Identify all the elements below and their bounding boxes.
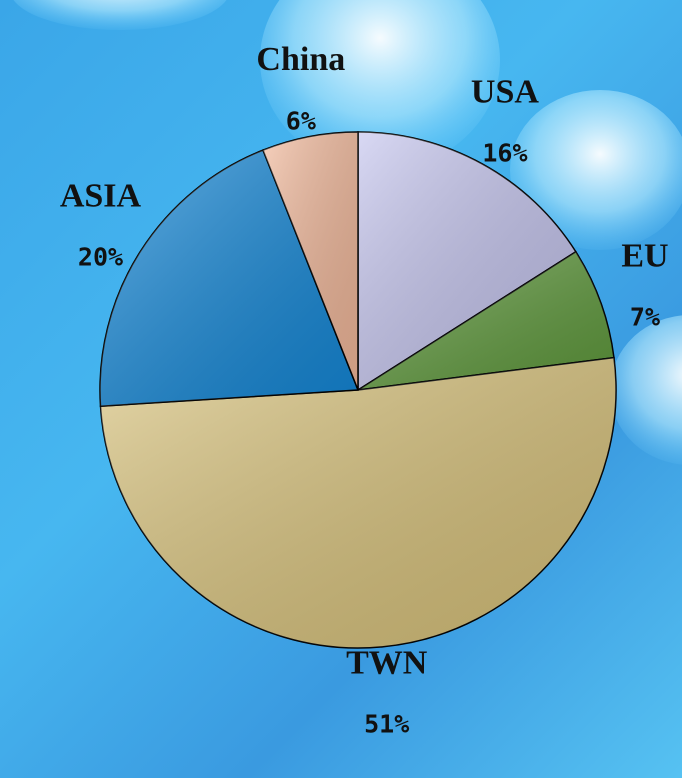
value-label: 51% (364, 710, 409, 739)
slice-shade (358, 132, 576, 390)
category-label: USA (471, 74, 539, 111)
pie: USA 16% EU 7% TWN 51% ASIA 20% China 6% (60, 41, 669, 738)
slice-shade (100, 150, 358, 407)
category-label: ASIA (60, 177, 142, 214)
category-label: EU (621, 237, 668, 274)
slice-shade (263, 132, 358, 390)
value-label: 20% (78, 243, 123, 272)
value-label: 6% (286, 106, 316, 135)
decoration (13, 0, 682, 465)
slice-shade (358, 251, 614, 390)
category-label: China (256, 41, 345, 78)
slice-shade (100, 357, 616, 648)
category-label: TWN (346, 644, 428, 681)
value-label: 16% (482, 139, 527, 168)
value-label: 7% (630, 303, 660, 332)
